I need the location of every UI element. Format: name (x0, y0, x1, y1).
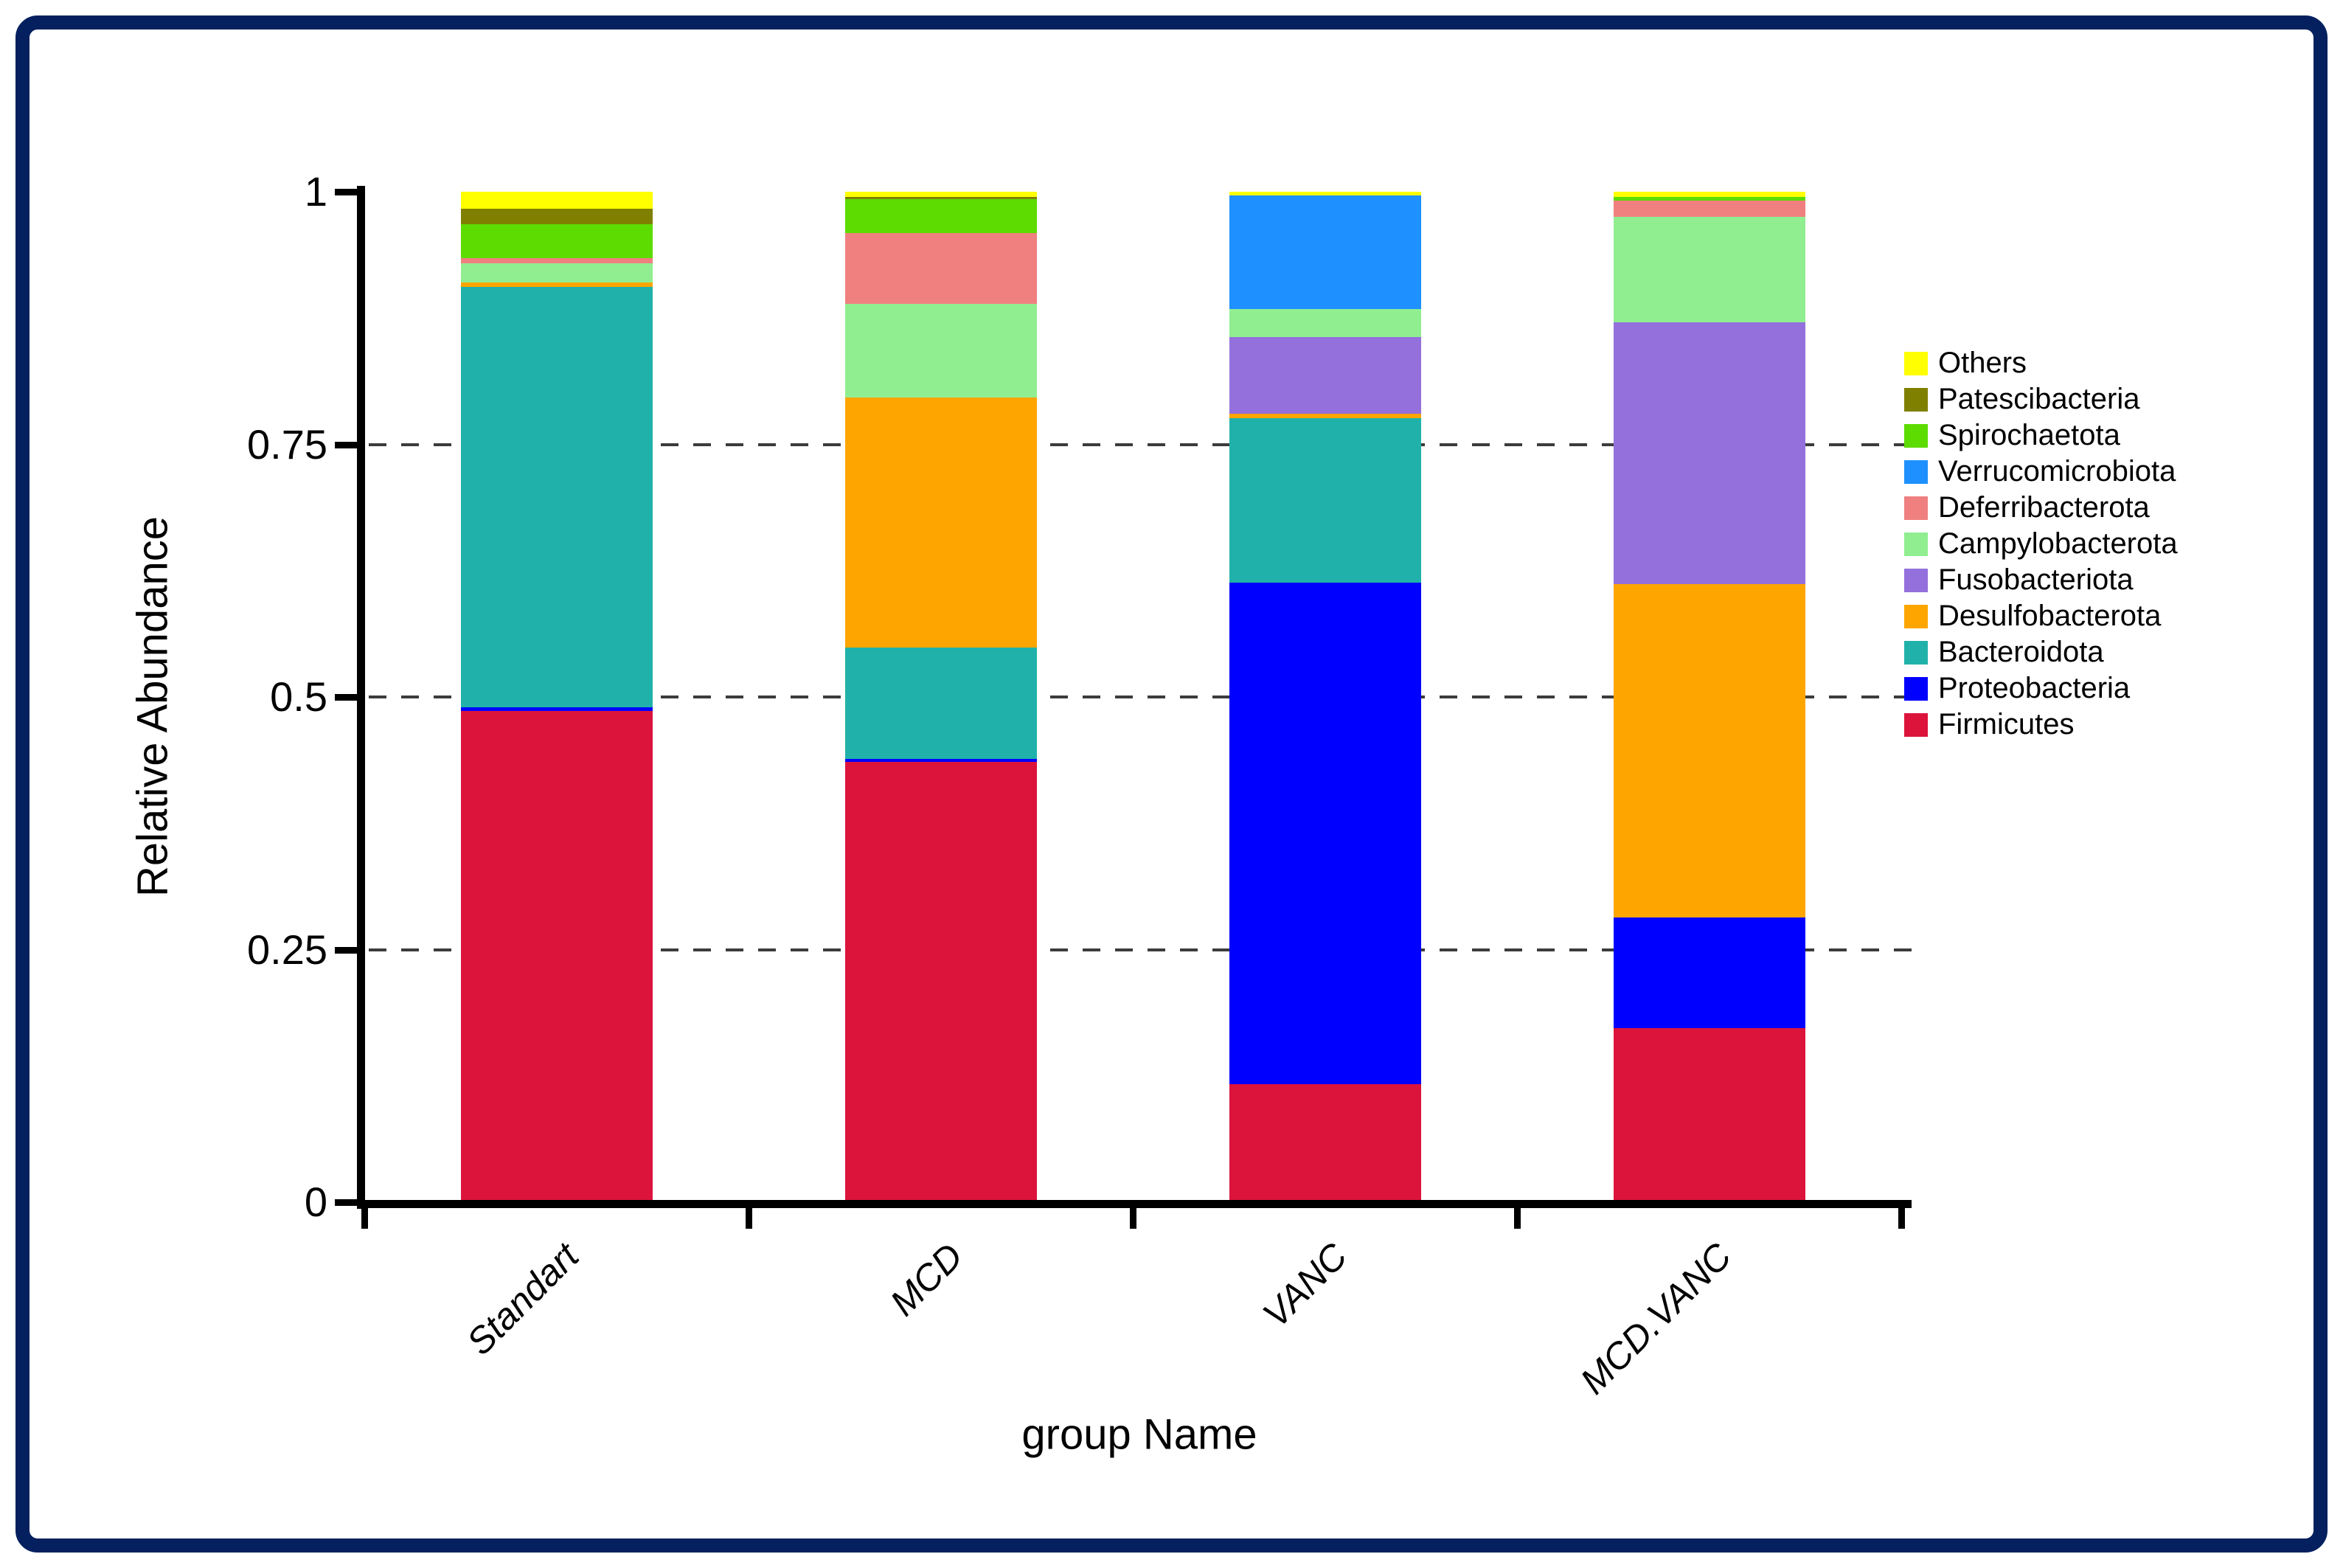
legend-label-fusobacteriota: Fusobacteriota (1938, 563, 2134, 596)
legend-item-others: Others (1904, 345, 2178, 381)
legend-swatch-campylobacterota (1904, 532, 1928, 556)
legend: Others Patescibacteria Spirochaetota Verruc… (1904, 345, 2178, 743)
bar-segment-verrucomicrobiota-vanc (1229, 195, 1421, 309)
bar-segment-proteobacteria-vanc (1229, 583, 1421, 1084)
x-tick-2 (1130, 1208, 1136, 1229)
legend-item-patescibacteria: Patescibacteria (1904, 381, 2178, 417)
x-tick-0 (361, 1208, 368, 1229)
bar-segment-patescibacteria-standart (460, 209, 653, 224)
legend-swatch-verrucomicrobiota (1904, 459, 1928, 484)
x-axis-title: group Name (1021, 1410, 1257, 1459)
legend-label-others: Others (1938, 347, 2027, 379)
y-tick-label-0.25: 0.25 (247, 926, 327, 973)
bar-segment-bacteroidota-standart (460, 286, 653, 707)
bar-segment-fusobacteriota-vanc (1229, 337, 1421, 414)
y-tick-0.75 (335, 441, 358, 448)
x-tick-3 (1514, 1208, 1521, 1229)
y-tick-0.25 (335, 946, 358, 954)
bar-segment-proteobacteria-mcd.vanc (1613, 917, 1805, 1029)
bar-segment-campylobacterota-vanc (1229, 308, 1421, 338)
legend-label-firmicutes: Firmicutes (1938, 708, 2075, 740)
legend-item-spirochaetota: Spirochaetota (1904, 417, 2178, 454)
bar-segment-others-mcd.vanc (1613, 192, 1805, 197)
bar-segment-bacteroidota-vanc (1229, 417, 1421, 583)
legend-swatch-bacteroidota (1904, 640, 1928, 665)
x-tick-4 (1898, 1208, 1905, 1229)
y-tick-label-0.5: 0.5 (270, 673, 327, 720)
bar-segment-firmicutes-mcd (844, 761, 1037, 1202)
legend-swatch-deferribacterota (1904, 496, 1928, 520)
bar-segment-firmicutes-standart (460, 711, 653, 1202)
legend-swatch-firmicutes (1904, 712, 1928, 737)
bar-segment-spirochaetota-standart (460, 223, 653, 259)
legend-label-deferribacterota: Deferribacterota (1938, 491, 2150, 524)
x-tick-1 (746, 1208, 752, 1229)
legend-swatch-proteobacteria (1904, 676, 1928, 701)
legend-label-patescibacteria: Patescibacteria (1938, 383, 2140, 415)
bar-segment-spirochaetota-mcd.vanc (1613, 196, 1805, 201)
legend-item-deferribacterota: Deferribacterota (1904, 490, 2178, 526)
legend-swatch-desulfobacterota (1904, 604, 1928, 628)
bar-segment-proteobacteria-mcd (844, 758, 1037, 762)
y-tick-label-0.75: 0.75 (247, 420, 327, 468)
legend-item-firmicutes: Firmicutes (1904, 707, 2178, 743)
bar-segment-bacteroidota-mcd (844, 647, 1037, 759)
y-tick-0 (335, 1199, 358, 1206)
x-axis-line (357, 1200, 1912, 1208)
legend-item-fusobacteriota: Fusobacteriota (1904, 562, 2178, 598)
x-category-label-standart: Standart (458, 1235, 586, 1363)
bar-segment-deferribacterota-standart (460, 258, 653, 264)
legend-swatch-others (1904, 351, 1928, 375)
legend-label-bacteroidota: Bacteroidota (1938, 636, 2104, 668)
legend-label-proteobacteria: Proteobacteria (1938, 672, 2131, 704)
legend-label-campylobacterota: Campylobacterota (1938, 527, 2178, 560)
bar-segment-campylobacterota-mcd (844, 304, 1037, 398)
bar-segment-desulfobacterota-vanc (1229, 414, 1421, 418)
legend-item-verrucomicrobiota: Verrucomicrobiota (1904, 454, 2178, 490)
bar-segment-desulfobacterota-mcd.vanc (1613, 583, 1805, 917)
bar-segment-others-vanc (1229, 192, 1421, 196)
bar-segment-firmicutes-vanc (1229, 1083, 1421, 1202)
bar-segment-deferribacterota-mcd.vanc (1613, 201, 1805, 218)
gridline-0.5 (369, 695, 1915, 698)
y-axis-line (357, 186, 365, 1209)
gridline-0.75 (369, 443, 1915, 446)
x-category-label-mcd.vanc: MCD.VANC (1572, 1235, 1739, 1402)
legend-label-desulfobacterota: Desulfobacterota (1938, 600, 2162, 632)
bar-segment-patescibacteria-mcd (844, 196, 1037, 199)
x-category-label-vanc: VANC (1254, 1235, 1355, 1336)
bar-segment-others-standart (460, 192, 653, 209)
bar-segment-campylobacterota-mcd.vanc (1613, 217, 1805, 322)
bar-segment-firmicutes-mcd.vanc (1613, 1028, 1805, 1202)
legend-label-verrucomicrobiota: Verrucomicrobiota (1938, 455, 2176, 488)
bar-segment-desulfobacterota-standart (460, 282, 653, 287)
bar-segment-others-mcd (844, 192, 1037, 197)
y-tick-1 (335, 189, 358, 195)
legend-item-proteobacteria: Proteobacteria (1904, 670, 2178, 707)
legend-swatch-patescibacteria (1904, 387, 1928, 412)
legend-label-spirochaetota: Spirochaetota (1938, 419, 2120, 451)
y-tick-label-0: 0 (304, 1179, 327, 1225)
bar-segment-campylobacterota-standart (460, 263, 653, 283)
y-tick-label-1: 1 (304, 168, 327, 215)
bar-segment-fusobacteriota-mcd.vanc (1613, 322, 1805, 584)
bar-segment-proteobacteria-standart (460, 707, 653, 712)
legend-swatch-spirochaetota (1904, 423, 1928, 448)
gridline-0.25 (369, 948, 1915, 951)
legend-item-bacteroidota: Bacteroidota (1904, 634, 2178, 670)
bar-segment-desulfobacterota-mcd (844, 398, 1037, 648)
x-category-label-mcd: MCD (881, 1235, 971, 1324)
bar-segment-spirochaetota-mcd (844, 198, 1037, 234)
bar-segment-deferribacterota-mcd (844, 233, 1037, 305)
y-tick-0.5 (335, 694, 358, 701)
legend-item-campylobacterota: Campylobacterota (1904, 526, 2178, 562)
legend-swatch-fusobacteriota (1904, 568, 1928, 592)
legend-item-desulfobacterota: Desulfobacterota (1904, 598, 2178, 634)
